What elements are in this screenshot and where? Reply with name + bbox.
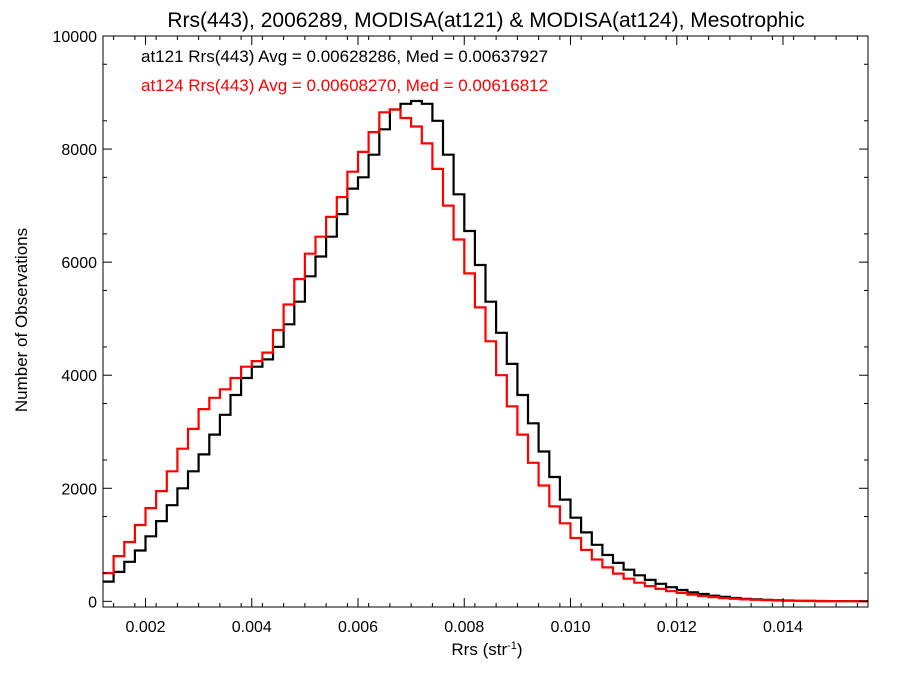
y-tick-label: 4000 bbox=[61, 368, 97, 385]
x-tick-label: 0.008 bbox=[444, 619, 484, 636]
y-axis-label: Number of Observations bbox=[12, 228, 31, 412]
x-tick-label: 0.014 bbox=[763, 619, 803, 636]
x-tick-label: 0.012 bbox=[657, 619, 697, 636]
series-layer bbox=[103, 99, 868, 603]
x-tick-label: 0.002 bbox=[125, 619, 165, 636]
series-line-at124 bbox=[103, 108, 868, 603]
x-tick-label: 0.006 bbox=[338, 619, 378, 636]
y-tick-label: 0 bbox=[88, 594, 97, 611]
x-tick-label: 0.004 bbox=[232, 619, 272, 636]
x-axis: 0.002 0.004 0.006 0.008 0.010 0.012 0.014 bbox=[113, 36, 858, 636]
y-axis: 0 2000 4000 6000 8000 10000 bbox=[53, 29, 868, 611]
y-tick-label: 10000 bbox=[53, 29, 98, 46]
annotation-at124: at124 Rrs(443) Avg = 0.00608270, Med = 0… bbox=[141, 76, 548, 95]
x-axis-label: Rrs (str-1) bbox=[451, 640, 522, 659]
x-axis-label-end: ) bbox=[517, 640, 523, 659]
plot-area: 0.002 0.004 0.006 0.008 0.010 0.012 0.014 0 200… bbox=[53, 29, 869, 636]
x-axis-label-superscript: -1 bbox=[507, 640, 517, 652]
y-tick-label: 6000 bbox=[61, 255, 97, 272]
y-tick-label: 8000 bbox=[61, 142, 97, 159]
y-tick-label: 2000 bbox=[61, 481, 97, 498]
series-line-at121 bbox=[103, 99, 868, 603]
annotation-at121: at121 Rrs(443) Avg = 0.00628286, Med = 0… bbox=[141, 47, 548, 66]
x-tick-label: 0.010 bbox=[550, 619, 590, 636]
x-axis-label-main: Rrs (str bbox=[451, 640, 507, 659]
chart-title: Rrs(443), 2006289, MODISA(at121) & MODIS… bbox=[167, 9, 804, 32]
plot-frame bbox=[102, 35, 869, 608]
